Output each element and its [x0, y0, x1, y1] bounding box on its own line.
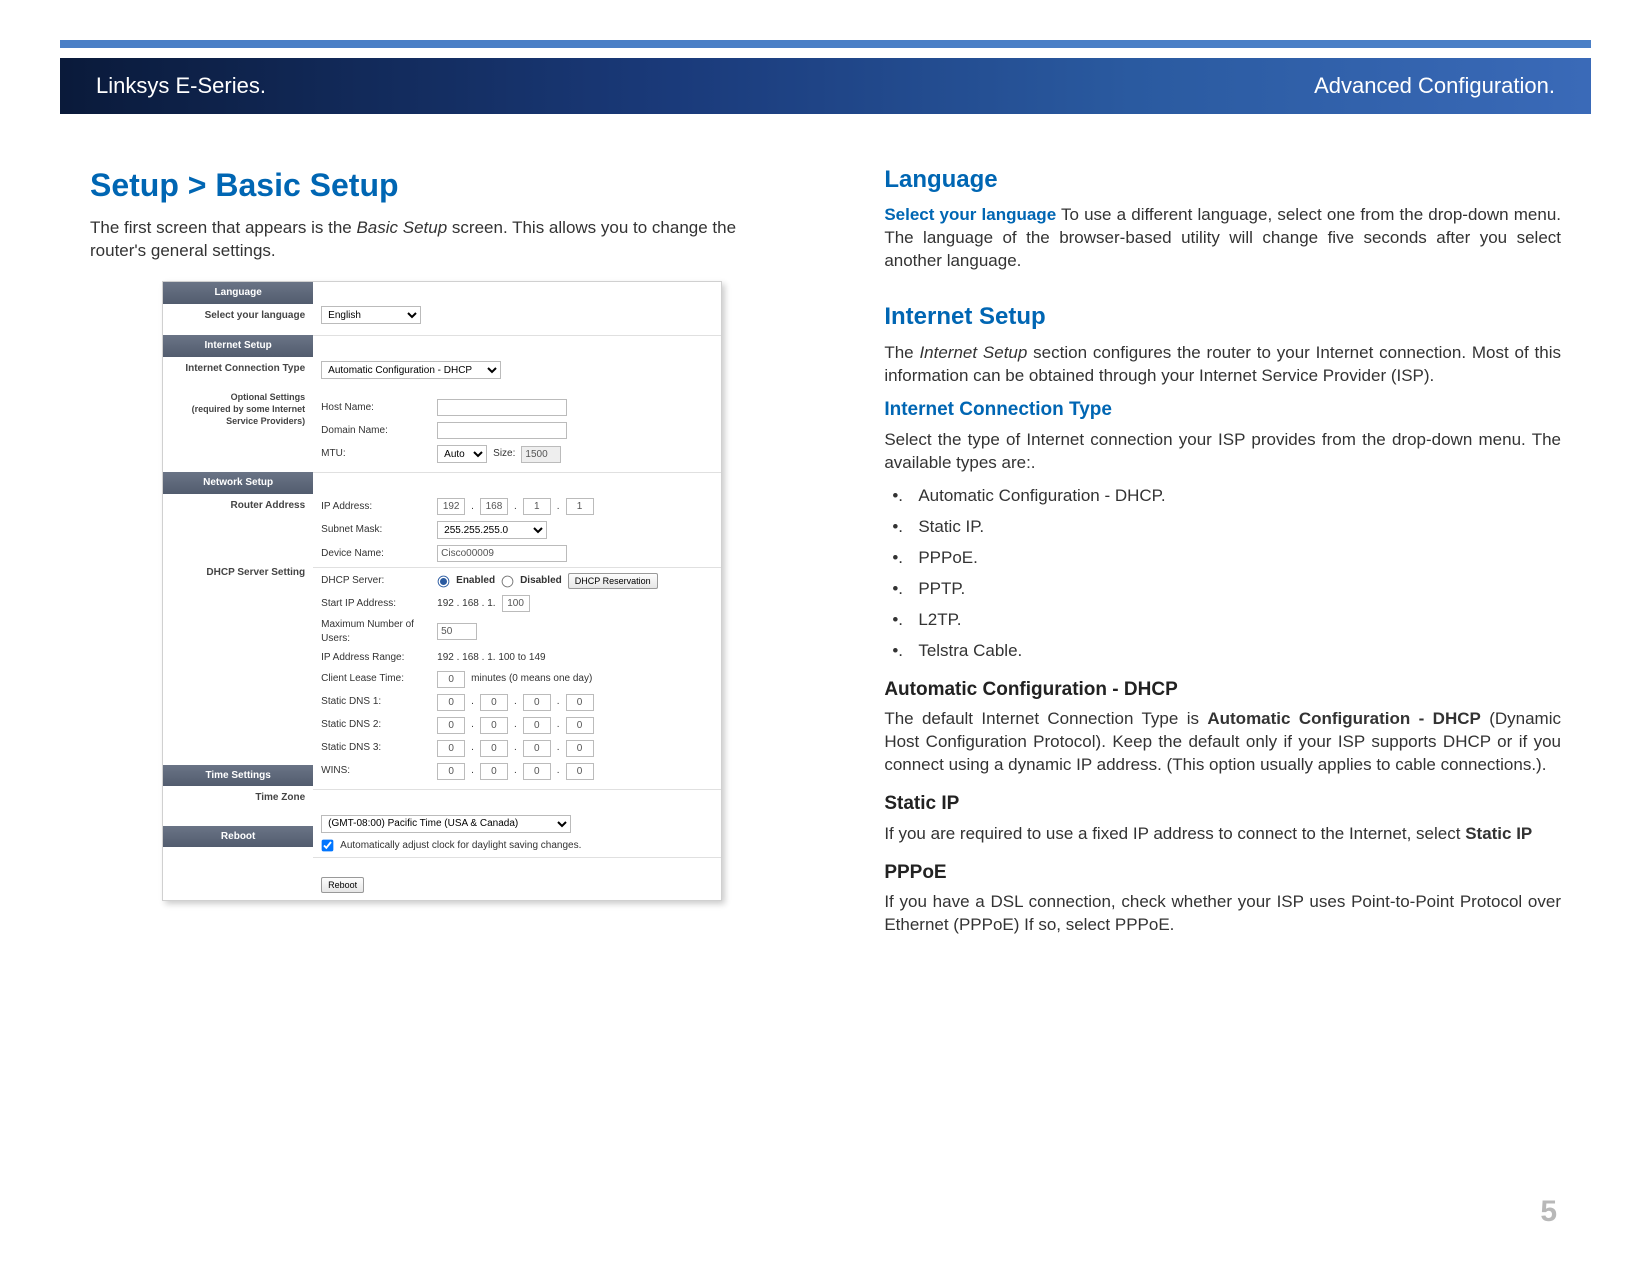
shot-subnet-mask-lbl: Subnet Mask: [321, 523, 431, 537]
shot-router-address-lbl: Router Address [163, 494, 313, 518]
internet-setup-paragraph: The Internet Setup section configures th… [884, 342, 1561, 388]
shot-dhcp-disabled-radio[interactable] [502, 575, 514, 587]
basic-setup-heading: Setup > Basic Setup [90, 164, 794, 207]
shot-dhcp-enabled-radio[interactable] [438, 575, 450, 587]
shot-ip-oct2[interactable] [480, 498, 508, 515]
shot-dhcp-server-lbl: DHCP Server: [321, 574, 431, 588]
language-paragraph: Select your language To use a different … [884, 204, 1561, 273]
shot-dns1-4[interactable] [566, 694, 594, 711]
shot-dns1-3[interactable] [523, 694, 551, 711]
shot-domain-name-lbl: Domain Name: [321, 424, 431, 438]
shot-dns2-3[interactable] [523, 717, 551, 734]
shot-lease-time-note: minutes (0 means one day) [471, 672, 592, 686]
connection-type-heading: Internet Connection Type [884, 397, 1561, 423]
accent-line [60, 40, 1591, 48]
shot-ip-oct3[interactable] [523, 498, 551, 515]
shot-wins-2[interactable] [480, 763, 508, 780]
pppoe-paragraph: If you have a DSL connection, check whet… [884, 891, 1561, 937]
router-screenshot: Language Select your language Internet S… [162, 281, 722, 901]
static-ip-heading: Static IP [884, 791, 1561, 817]
shot-start-ip-lbl: Start IP Address: [321, 597, 431, 611]
shot-ip-oct1[interactable] [437, 498, 465, 515]
shot-dns2-2[interactable] [480, 717, 508, 734]
list-item: Automatic Configuration - DHCP. [918, 485, 1561, 508]
shot-dns1-1[interactable] [437, 694, 465, 711]
shot-device-name-lbl: Device Name: [321, 547, 431, 561]
shot-start-ip-input[interactable] [502, 595, 530, 612]
list-item: L2TP. [918, 609, 1561, 632]
shot-connection-type-select[interactable]: Automatic Configuration - DHCP [321, 361, 501, 379]
shot-reboot-hdr: Reboot [163, 826, 313, 848]
shot-optional-settings-lbl: Optional Settings (required by some Inte… [163, 386, 313, 432]
shot-wins-4[interactable] [566, 763, 594, 780]
shot-subnet-mask-select[interactable]: 255.255.255.0 [437, 521, 547, 539]
list-item: PPPoE. [918, 547, 1561, 570]
shot-device-name-input[interactable] [437, 545, 567, 562]
shot-max-users-input[interactable] [437, 623, 477, 640]
shot-dst-lbl: Automatically adjust clock for daylight … [340, 839, 581, 853]
pppoe-heading: PPPoE [884, 860, 1561, 886]
shot-dns2-4[interactable] [566, 717, 594, 734]
shot-select-language-lbl: Select your language [163, 304, 313, 328]
shot-mtu-mode-select[interactable]: Auto [437, 445, 487, 463]
shot-dns1-2[interactable] [480, 694, 508, 711]
shot-dhcp-disabled-lbl: Disabled [520, 574, 562, 588]
shot-time-zone-lbl: Time Zone [163, 786, 313, 810]
list-item: Static IP. [918, 516, 1561, 539]
shot-domain-name-input[interactable] [437, 422, 567, 439]
shot-language-select[interactable]: English [321, 306, 421, 324]
shot-dhcp-reservation-button[interactable]: DHCP Reservation [568, 573, 658, 589]
shot-lease-time-input[interactable] [437, 671, 465, 688]
auto-dhcp-paragraph: The default Internet Connection Type is … [884, 708, 1561, 777]
auto-dhcp-heading: Automatic Configuration - DHCP [884, 677, 1561, 703]
shot-ip-oct4[interactable] [566, 498, 594, 515]
connection-type-paragraph: Select the type of Internet connection y… [884, 429, 1561, 475]
page-number: 5 [1540, 1195, 1557, 1229]
internet-setup-heading: Internet Setup [884, 301, 1561, 333]
basic-setup-intro: The first screen that appears is the Bas… [90, 217, 794, 263]
shot-mtu-size-input [521, 446, 561, 463]
shot-dns3-lbl: Static DNS 3: [321, 741, 431, 755]
shot-mtu-lbl: MTU: [321, 447, 431, 461]
shot-host-name-lbl: Host Name: [321, 401, 431, 415]
shot-wins-lbl: WINS: [321, 764, 431, 778]
static-ip-paragraph: If you are required to use a fixed IP ad… [884, 823, 1561, 846]
connection-types-list: Automatic Configuration - DHCP. Static I… [884, 485, 1561, 663]
shot-dns1-lbl: Static DNS 1: [321, 695, 431, 709]
shot-reboot-button[interactable]: Reboot [321, 877, 364, 893]
shot-ip-range-value: 192 . 168 . 1. 100 to 149 [437, 651, 545, 665]
shot-wins-3[interactable] [523, 763, 551, 780]
list-item: Telstra Cable. [918, 640, 1561, 663]
shot-connection-type-lbl: Internet Connection Type [163, 357, 313, 381]
shot-internet-setup-hdr: Internet Setup [163, 335, 313, 357]
shot-timezone-select[interactable]: (GMT-08:00) Pacific Time (USA & Canada) [321, 815, 571, 833]
header-bar: Linksys E-Series. Advanced Configuration… [60, 58, 1591, 114]
shot-dns3-1[interactable] [437, 740, 465, 757]
shot-dst-checkbox[interactable] [322, 839, 334, 851]
shot-dns3-4[interactable] [566, 740, 594, 757]
shot-dns2-lbl: Static DNS 2: [321, 718, 431, 732]
shot-ip-range-lbl: IP Address Range: [321, 651, 431, 665]
shot-max-users-lbl: Maximum Number of Users: [321, 618, 431, 645]
shot-ip-address-lbl: IP Address: [321, 500, 431, 514]
shot-lease-time-lbl: Client Lease Time: [321, 672, 431, 686]
shot-language-hdr: Language [163, 282, 313, 304]
shot-dns3-3[interactable] [523, 740, 551, 757]
shot-network-setup-hdr: Network Setup [163, 472, 313, 494]
header-left: Linksys E-Series. [96, 73, 266, 99]
shot-mtu-size-lbl: Size: [493, 447, 515, 461]
shot-dhcp-enabled-lbl: Enabled [456, 574, 495, 588]
language-heading: Language [884, 164, 1561, 196]
shot-dns3-2[interactable] [480, 740, 508, 757]
shot-dhcp-server-setting-lbl: DHCP Server Setting [163, 561, 313, 585]
shot-time-settings-hdr: Time Settings [163, 765, 313, 787]
header-right: Advanced Configuration. [1314, 73, 1555, 99]
shot-host-name-input[interactable] [437, 399, 567, 416]
shot-wins-1[interactable] [437, 763, 465, 780]
list-item: PPTP. [918, 578, 1561, 601]
shot-dns2-1[interactable] [437, 717, 465, 734]
